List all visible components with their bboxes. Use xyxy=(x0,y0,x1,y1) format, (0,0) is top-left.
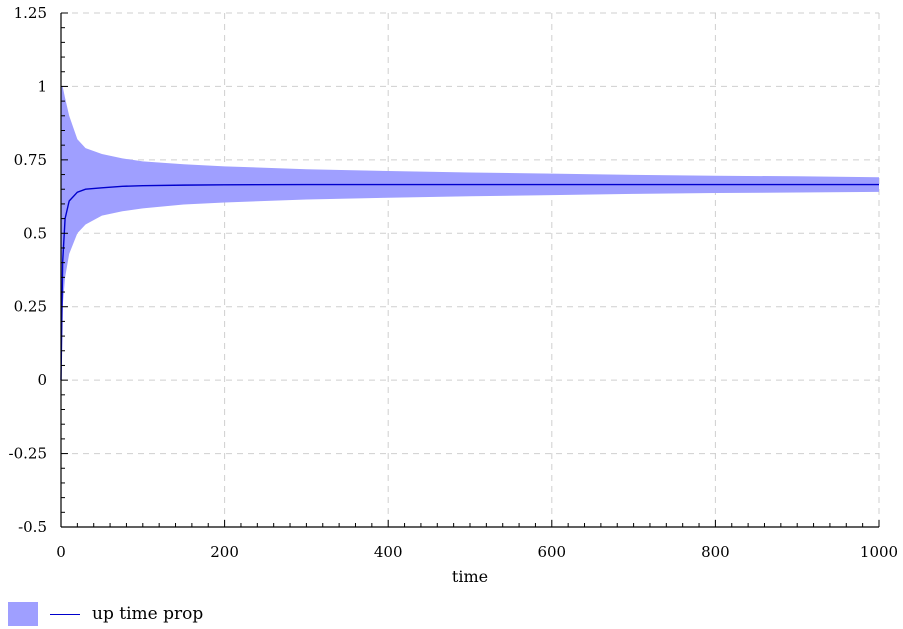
grid xyxy=(61,12,880,527)
legend-band-swatch xyxy=(8,602,38,626)
series-line xyxy=(60,183,879,381)
x-tick-label: 400 xyxy=(374,543,403,561)
y-tick-label: 0 xyxy=(37,371,47,389)
x-tick-label: 200 xyxy=(210,543,239,561)
x-axis-title: time xyxy=(452,567,488,586)
y-tick-label: 0.25 xyxy=(14,298,47,316)
y-tick-label: 0.5 xyxy=(23,224,47,242)
x-tick-label: 0 xyxy=(56,543,66,561)
y-tick-label: -0.25 xyxy=(9,445,47,463)
x-tick-label: 600 xyxy=(537,543,566,561)
series-line-layer xyxy=(60,183,879,381)
y-tick-label: 1 xyxy=(37,77,47,95)
legend-label: up time prop xyxy=(92,604,204,624)
y-tick-label: -0.5 xyxy=(18,518,47,536)
legend: up time prop xyxy=(8,601,203,627)
axes: 0 200 400 600 800 1000 -0.5 -0.25 0 0.25 0.5 0.75 1 1… xyxy=(9,4,899,561)
y-tick-label: 0.75 xyxy=(14,151,47,169)
legend-line-swatch xyxy=(50,613,80,615)
y-tick-label: 1.25 xyxy=(14,4,47,22)
x-tick-label: 1000 xyxy=(860,543,898,561)
line-chart: 0 200 400 600 800 1000 -0.5 -0.25 0 0.25 0.5 0.75 1 1… xyxy=(9,4,899,586)
x-tick-label: 800 xyxy=(701,543,730,561)
